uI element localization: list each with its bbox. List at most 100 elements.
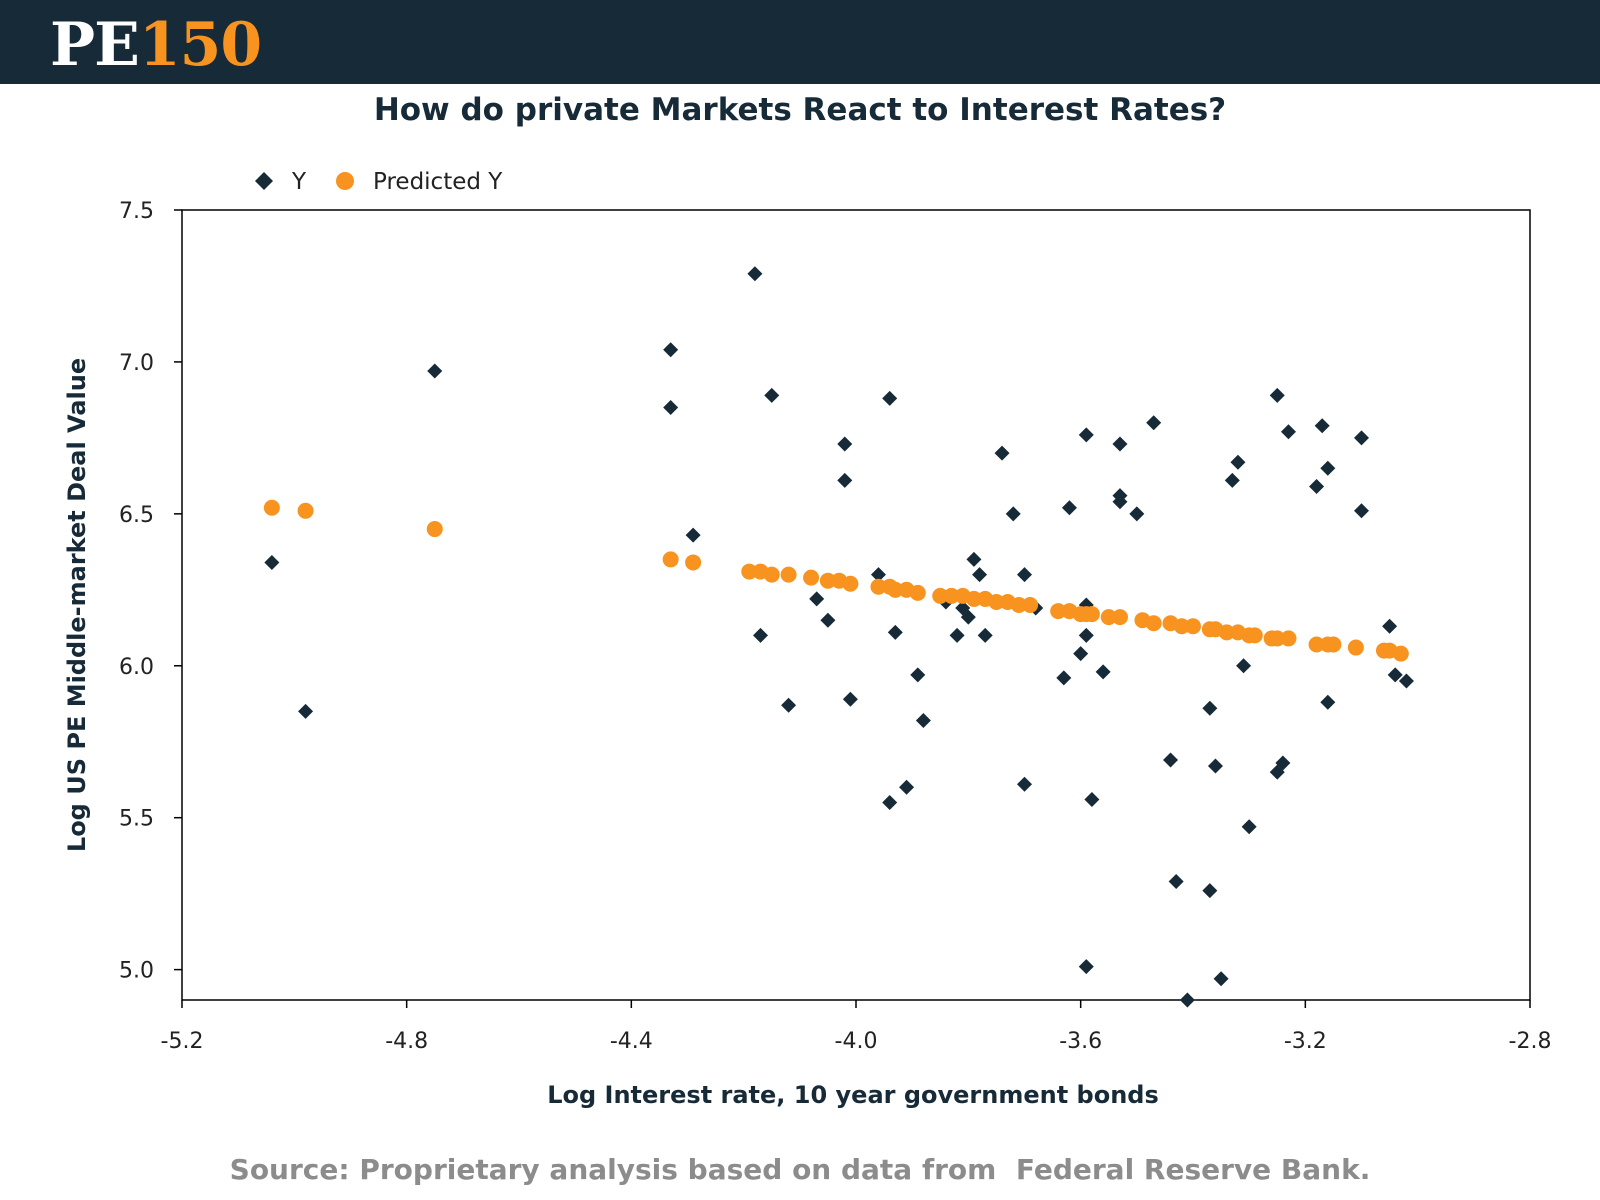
data-point-predicted-y xyxy=(763,566,780,583)
logo-number-text: 150 xyxy=(138,10,262,80)
data-point-predicted-y xyxy=(1111,609,1128,626)
data-point-y xyxy=(753,627,769,643)
data-point-y xyxy=(1163,752,1179,768)
legend-label-y: Y xyxy=(291,169,307,195)
data-point-y xyxy=(298,703,314,719)
data-point-y xyxy=(1129,506,1145,522)
data-point-y xyxy=(1179,992,1195,1008)
data-point-y xyxy=(1061,500,1077,516)
data-point-predicted-y xyxy=(803,569,820,586)
data-point-y xyxy=(972,567,988,583)
data-point-y xyxy=(1387,667,1403,683)
data-point-y xyxy=(1084,791,1100,807)
data-point-predicted-y xyxy=(1218,624,1235,641)
data-point-predicted-y xyxy=(1050,603,1067,620)
data-point-predicted-y xyxy=(932,587,949,604)
data-point-y xyxy=(1280,424,1296,440)
data-point-y xyxy=(1112,494,1128,510)
data-point-y xyxy=(663,400,679,415)
data-point-y xyxy=(1005,506,1021,522)
data-point-predicted-y xyxy=(870,578,887,595)
data-point-predicted-y xyxy=(780,566,797,583)
data-point-y xyxy=(1017,567,1032,583)
data-point-y xyxy=(1207,758,1223,774)
legend-marker-y xyxy=(255,172,273,190)
data-point-y xyxy=(1078,627,1094,643)
y-tick-label: 6.5 xyxy=(119,503,154,528)
data-point-y xyxy=(1112,436,1128,452)
data-point-y xyxy=(1073,646,1089,662)
data-point-y xyxy=(1398,673,1414,689)
data-point-y xyxy=(809,591,825,607)
x-tick-label: -4.0 xyxy=(835,1029,878,1054)
data-point-y xyxy=(427,363,443,379)
data-point-y xyxy=(1230,454,1246,470)
y-axis-label: Log US PE Middle-market Deal Value xyxy=(63,358,91,852)
data-point-y xyxy=(1146,415,1162,431)
data-point-predicted-y xyxy=(1100,609,1117,626)
data-point-y xyxy=(882,795,898,810)
data-point-y xyxy=(1269,387,1285,403)
data-point-y xyxy=(994,445,1010,461)
data-point-predicted-y xyxy=(1347,639,1364,656)
data-point-y xyxy=(977,627,993,643)
data-point-predicted-y xyxy=(1325,636,1342,653)
data-point-y xyxy=(915,712,931,728)
data-point-predicted-y xyxy=(1392,645,1409,662)
data-point-y xyxy=(899,779,915,795)
data-point-y xyxy=(910,667,926,683)
plot-area-frame xyxy=(181,209,1531,1001)
data-point-predicted-y xyxy=(842,575,859,592)
legend-label-predicted-y: Predicted Y xyxy=(373,169,503,195)
data-point-y xyxy=(887,624,903,640)
data-point-predicted-y xyxy=(1269,630,1286,647)
data-point-y xyxy=(1078,959,1094,975)
data-point-predicted-y xyxy=(1246,627,1263,644)
data-point-predicted-y xyxy=(988,593,1005,610)
x-axis-label: Log Interest rate, 10 year government bo… xyxy=(547,1081,1159,1109)
pe150-logo[interactable]: PE150 xyxy=(50,10,262,80)
data-point-y xyxy=(1168,874,1184,889)
data-point-predicted-y xyxy=(943,587,960,604)
legend-marker-predicted-y xyxy=(336,172,354,190)
data-point-predicted-y xyxy=(1010,597,1027,613)
data-point-y xyxy=(685,527,701,543)
data-point-y xyxy=(264,554,280,570)
data-point-y xyxy=(1314,418,1330,434)
data-point-predicted-y xyxy=(1022,597,1039,613)
logo-pe-text: PE xyxy=(50,10,140,80)
data-point-y xyxy=(1202,883,1218,899)
data-point-y xyxy=(1320,694,1336,710)
data-point-y xyxy=(1078,427,1094,443)
y-axis: 5.0 5.5 6.0 6.5 7.0 7.5 xyxy=(119,199,182,984)
data-point-predicted-y xyxy=(819,572,836,589)
data-point-predicted-y xyxy=(426,521,443,538)
data-point-y xyxy=(837,472,853,488)
data-point-predicted-y xyxy=(909,584,926,601)
data-point-predicted-y xyxy=(887,581,904,598)
data-point-predicted-y xyxy=(1308,636,1325,653)
data-point-y xyxy=(1224,472,1240,488)
data-point-y xyxy=(837,436,853,452)
x-tick-label: -2.8 xyxy=(1509,1029,1552,1054)
data-point-predicted-y xyxy=(1280,630,1297,647)
data-point-y xyxy=(1241,819,1257,835)
data-point-y xyxy=(1275,755,1291,771)
x-tick-label: -5.2 xyxy=(161,1029,204,1054)
data-point-y xyxy=(949,627,965,643)
y-tick-label: 7.0 xyxy=(119,351,154,376)
data-point-y xyxy=(1017,776,1032,792)
data-point-predicted-y xyxy=(263,499,280,516)
data-point-predicted-y xyxy=(1185,618,1201,635)
data-point-y xyxy=(1095,664,1111,680)
chart-title: How do private Markets React to Interest… xyxy=(373,92,1227,128)
y-tick-label: 7.5 xyxy=(119,199,154,224)
data-point-y xyxy=(882,390,898,406)
data-point-y xyxy=(781,697,797,713)
scatter-chart: Y Predicted Y 5.0 5.5 6.0 6.5 7.0 7.5 -5.2 -4.8… xyxy=(63,169,1552,1109)
data-point-y xyxy=(1354,503,1369,519)
data-point-y xyxy=(747,266,763,282)
data-point-predicted-y xyxy=(1083,606,1100,623)
data-point-y xyxy=(1354,430,1369,446)
data-point-y xyxy=(870,567,886,583)
